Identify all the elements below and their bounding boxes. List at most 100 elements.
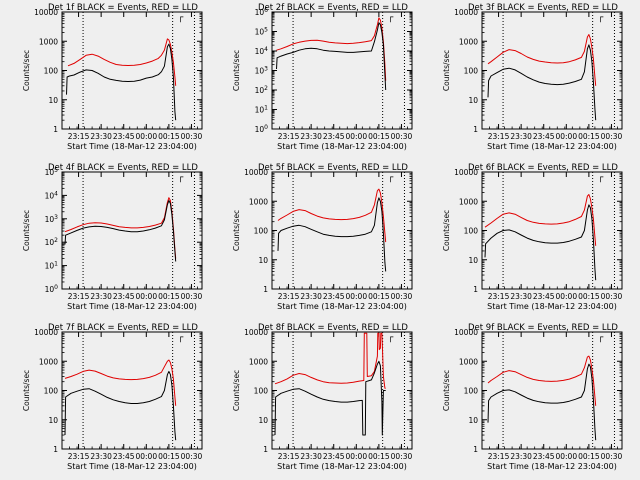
x-tick-label: 00:15 — [158, 292, 180, 301]
x-tick-label: 00:15 — [368, 452, 390, 461]
y-tick-label: 103 — [45, 214, 59, 224]
panel-title: Det 2f BLACK = Events, RED = LLD — [258, 3, 408, 13]
y-tick-label: 104 — [255, 46, 269, 56]
x-tick-label: 00:30 — [391, 292, 413, 301]
y-tick-label: 100 — [254, 387, 269, 396]
x-tick-label: 23:45 — [323, 292, 345, 301]
y-tick-label: 1000 — [459, 197, 478, 206]
series-lld — [487, 355, 597, 406]
series-lld — [276, 17, 387, 81]
y-tick-label: 10000 — [34, 328, 58, 337]
x-tick-label: 23:15 — [488, 132, 510, 141]
x-tick-label: 00:00 — [555, 132, 577, 141]
x-tick-label: 00:30 — [181, 132, 203, 141]
y-tick-label: 100 — [255, 124, 269, 134]
x-tick-label: 23:15 — [278, 132, 300, 141]
x-tick-label: 00:00 — [135, 132, 157, 141]
y-tick-label: 10 — [48, 96, 58, 105]
y-tick-label: 100 — [464, 67, 479, 76]
x-tick-label: 23:15 — [68, 452, 90, 461]
x-tick-label: 00:30 — [601, 452, 623, 461]
x-tick-label: 23:15 — [68, 292, 90, 301]
panel-title: Det 5f BLACK = Events, RED = LLD — [258, 163, 408, 173]
y-axis-label: Counts/sec — [442, 50, 451, 91]
x-tick-label: 00:00 — [555, 292, 577, 301]
series-events — [276, 22, 387, 91]
x-tick-label: 23:30 — [300, 292, 322, 301]
y-tick-label: 10 — [258, 256, 268, 265]
x-axis-label: Start Time (18-Mar-12 23:04:00) — [487, 462, 617, 471]
y-tick-label: 100 — [44, 67, 59, 76]
y-axis-label: Counts/sec — [232, 50, 241, 91]
detector-panel-5: Det 5f BLACK = Events, RED = LLD 1 10 100 10… — [232, 163, 413, 311]
y-tick-label: 10000 — [454, 328, 478, 337]
x-tick-label: 00:30 — [181, 452, 203, 461]
y-tick-label: 10 — [468, 416, 478, 425]
x-tick-label: 23:30 — [510, 452, 532, 461]
corner-marker: ┌ — [178, 13, 184, 23]
panel-title: Det 3f BLACK = Events, RED = LLD — [468, 3, 618, 13]
x-tick-label: 00:00 — [555, 452, 577, 461]
detector-panel-7: Det 7f BLACK = Events, RED = LLD 1 10 100 10… — [22, 323, 203, 471]
y-tick-label: 10 — [468, 256, 478, 265]
detector-panel-6: Det 6f BLACK = Events, RED = LLD 1 10 100 10… — [442, 163, 623, 311]
y-tick-label: 1000 — [249, 197, 268, 206]
x-tick-label: 00:15 — [158, 132, 180, 141]
x-tick-label: 00:30 — [601, 292, 623, 301]
y-tick-label: 1 — [473, 285, 478, 294]
x-tick-label: 23:45 — [113, 292, 135, 301]
x-tick-label: 00:15 — [578, 292, 600, 301]
y-tick-label: 1000 — [459, 357, 478, 366]
x-tick-label: 00:00 — [345, 292, 367, 301]
y-tick-label: 100 — [464, 227, 479, 236]
x-tick-label: 23:15 — [488, 452, 510, 461]
y-tick-label: 1000 — [459, 37, 478, 46]
y-tick-label: 1 — [53, 445, 58, 454]
x-axis-label: Start Time (18-Mar-12 23:04:00) — [277, 302, 407, 311]
y-tick-label: 100 — [45, 284, 59, 294]
panel-title: Det 7f BLACK = Events, RED = LLD — [48, 323, 198, 333]
y-tick-label: 104 — [45, 190, 59, 200]
x-tick-label: 00:15 — [368, 132, 390, 141]
y-tick-label: 106 — [255, 7, 269, 17]
y-axis-label: Counts/sec — [22, 50, 31, 91]
x-tick-label: 23:30 — [510, 132, 532, 141]
x-tick-label: 23:45 — [323, 132, 345, 141]
x-tick-label: 00:00 — [135, 292, 157, 301]
corner-marker: ┌ — [178, 173, 184, 183]
y-tick-label: 10 — [48, 416, 58, 425]
y-axis-label: Counts/sec — [232, 370, 241, 411]
x-tick-label: 00:00 — [135, 452, 157, 461]
plot-frame — [61, 171, 203, 290]
y-axis-label: Counts/sec — [442, 210, 451, 251]
series-events — [484, 204, 597, 281]
x-tick-label: 00:30 — [181, 292, 203, 301]
x-tick-label: 23:45 — [113, 452, 135, 461]
y-tick-label: 10000 — [454, 8, 478, 17]
y-tick-label: 101 — [45, 261, 59, 271]
x-tick-label: 23:15 — [278, 452, 300, 461]
x-axis-label: Start Time (18-Mar-12 23:04:00) — [67, 142, 197, 151]
y-tick-label: 1 — [263, 445, 268, 454]
y-tick-label: 1 — [473, 125, 478, 134]
detector-panel-8: Det 8f BLACK = Events, RED = LLD 1 10 100 10… — [232, 323, 413, 471]
y-tick-label: 10 — [258, 416, 268, 425]
series-lld — [487, 34, 597, 86]
series-events — [487, 44, 597, 121]
series-events — [64, 370, 177, 441]
corner-marker: ┌ — [598, 173, 604, 183]
x-axis-label: Start Time (18-Mar-12 23:04:00) — [277, 142, 407, 151]
detector-panel-3: Det 3f BLACK = Events, RED = LLD 1 10 100 10… — [442, 3, 623, 151]
y-tick-label: 105 — [255, 27, 269, 37]
x-axis-label: Start Time (18-Mar-12 23:04:00) — [487, 302, 617, 311]
series-lld — [64, 359, 177, 406]
detector-panel-9: Det 9f BLACK = Events, RED = LLD 1 10 100 10… — [442, 323, 623, 471]
corner-marker: ┌ — [598, 13, 604, 23]
y-tick-label: 1 — [473, 445, 478, 454]
x-axis-label: Start Time (18-Mar-12 23:04:00) — [487, 142, 617, 151]
x-tick-label: 00:30 — [391, 452, 413, 461]
x-axis-label: Start Time (18-Mar-12 23:04:00) — [67, 462, 197, 471]
y-axis-label: Counts/sec — [22, 210, 31, 251]
y-axis-label: Counts/sec — [22, 370, 31, 411]
series-events — [66, 43, 177, 121]
